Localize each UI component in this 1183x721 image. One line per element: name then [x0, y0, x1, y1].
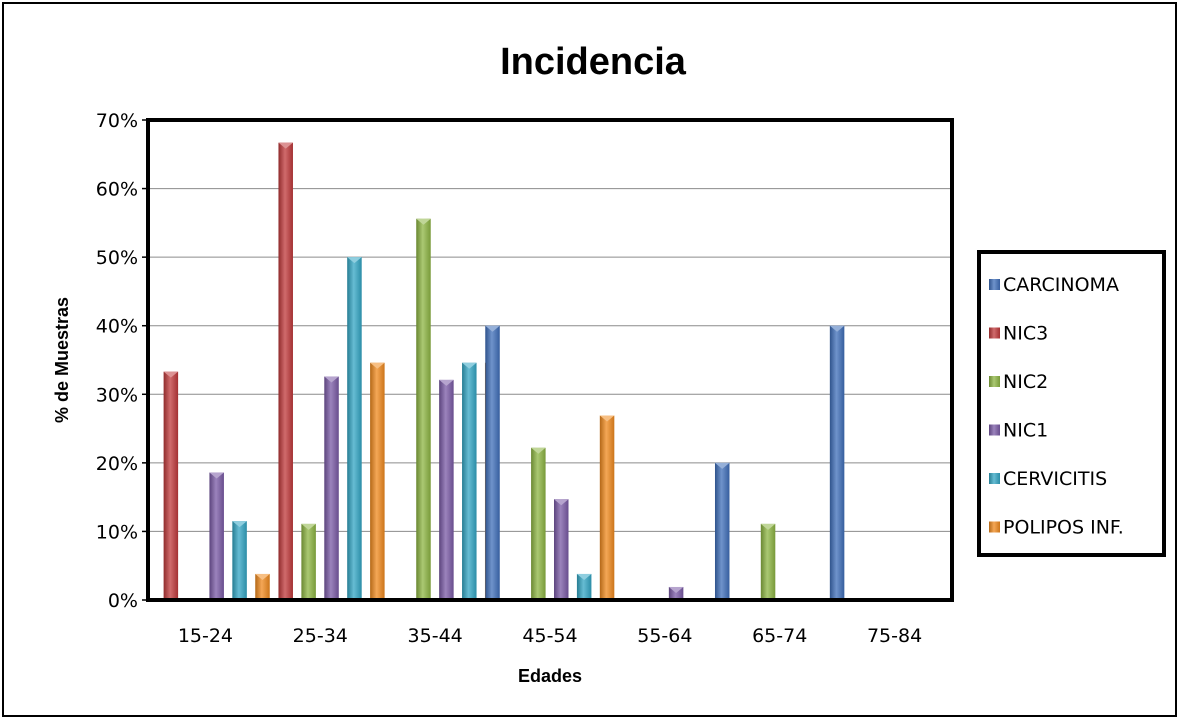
bar — [462, 362, 477, 600]
legend-swatch — [989, 521, 1000, 533]
legend-label: NIC3 — [1003, 323, 1048, 345]
bar-cap — [301, 523, 316, 530]
plot-area: 0% 10% 20% 30% 40% 50% 60% 70% 15-24 25-34 35-44 45… — [96, 110, 954, 647]
legend-label: POLIPOS INF. — [1003, 517, 1124, 539]
bar — [554, 499, 569, 600]
x-tick-label: 45-54 — [522, 625, 577, 647]
y-tick-label: 50% — [96, 247, 138, 269]
y-tick-label: 0% — [108, 590, 138, 612]
x-axis-title: Edades — [518, 666, 582, 686]
x-tick-label: 15-24 — [178, 625, 233, 647]
legend-swatch — [989, 473, 1000, 484]
bar — [485, 325, 500, 600]
bar — [714, 462, 730, 600]
bar — [370, 362, 385, 600]
bar — [531, 447, 546, 600]
bar — [439, 379, 454, 600]
bar — [576, 573, 592, 600]
bar-cap — [531, 447, 546, 454]
bar — [668, 586, 684, 600]
legend-label: CARCINOMA — [1003, 274, 1119, 296]
plot-border — [146, 118, 954, 602]
x-tick-label: 75-84 — [867, 625, 922, 647]
bar — [416, 218, 431, 600]
x-tick-label: 55-64 — [637, 625, 692, 647]
bar-cap — [324, 376, 339, 383]
y-tick-label: 30% — [96, 384, 138, 406]
bar-cap — [370, 362, 385, 369]
y-tick-label: 70% — [96, 110, 138, 132]
legend: CARCINOMA NIC3 NIC2 NIC1 CERVICITIS POLIPOS I… — [977, 250, 1166, 557]
legend-swatch — [989, 279, 1000, 290]
bar-cap — [599, 415, 615, 422]
bar — [324, 376, 339, 600]
bar-cap — [485, 325, 500, 332]
bar-cap — [462, 362, 477, 369]
bar — [255, 573, 270, 600]
legend-box — [977, 250, 1166, 557]
bar — [829, 325, 845, 600]
bar-cap — [668, 586, 684, 593]
legend-swatch — [989, 376, 1000, 387]
bar-cap — [576, 573, 592, 580]
legend-label: NIC1 — [1003, 420, 1048, 442]
bar-cap — [163, 371, 179, 378]
x-tick-label: 25-34 — [293, 625, 348, 647]
bar — [163, 371, 179, 600]
chart-title: Incidencia — [500, 41, 687, 83]
bar — [209, 472, 224, 600]
bar-cap — [209, 472, 224, 479]
y-axis-title: % de Muestras — [52, 297, 72, 423]
bar-cap — [760, 523, 776, 530]
bar-cap — [255, 573, 270, 580]
bar — [278, 142, 293, 600]
legend-label: NIC2 — [1003, 371, 1048, 393]
legend-swatch — [989, 327, 1000, 339]
bar-cap — [439, 379, 454, 386]
bar — [232, 521, 247, 600]
bar — [599, 415, 615, 600]
bar-cap — [829, 325, 845, 332]
bar-cap — [278, 142, 293, 149]
y-tick-label: 20% — [96, 453, 138, 475]
bar — [760, 523, 776, 600]
x-tick-label: 65-74 — [752, 625, 807, 647]
x-tick-label: 35-44 — [408, 625, 463, 647]
y-tick-label: 40% — [96, 316, 138, 338]
bar-cap — [714, 462, 730, 469]
legend-swatch — [989, 424, 1000, 436]
bar-cap — [232, 521, 247, 528]
bar-cap — [347, 257, 362, 264]
y-tick-label: 60% — [96, 179, 138, 201]
y-tick-label: 10% — [96, 521, 138, 543]
bar-cap — [554, 499, 569, 506]
bar-cap — [416, 218, 431, 225]
legend-label: CERVICITIS — [1003, 468, 1107, 490]
bar — [301, 523, 316, 600]
bar — [347, 257, 362, 600]
